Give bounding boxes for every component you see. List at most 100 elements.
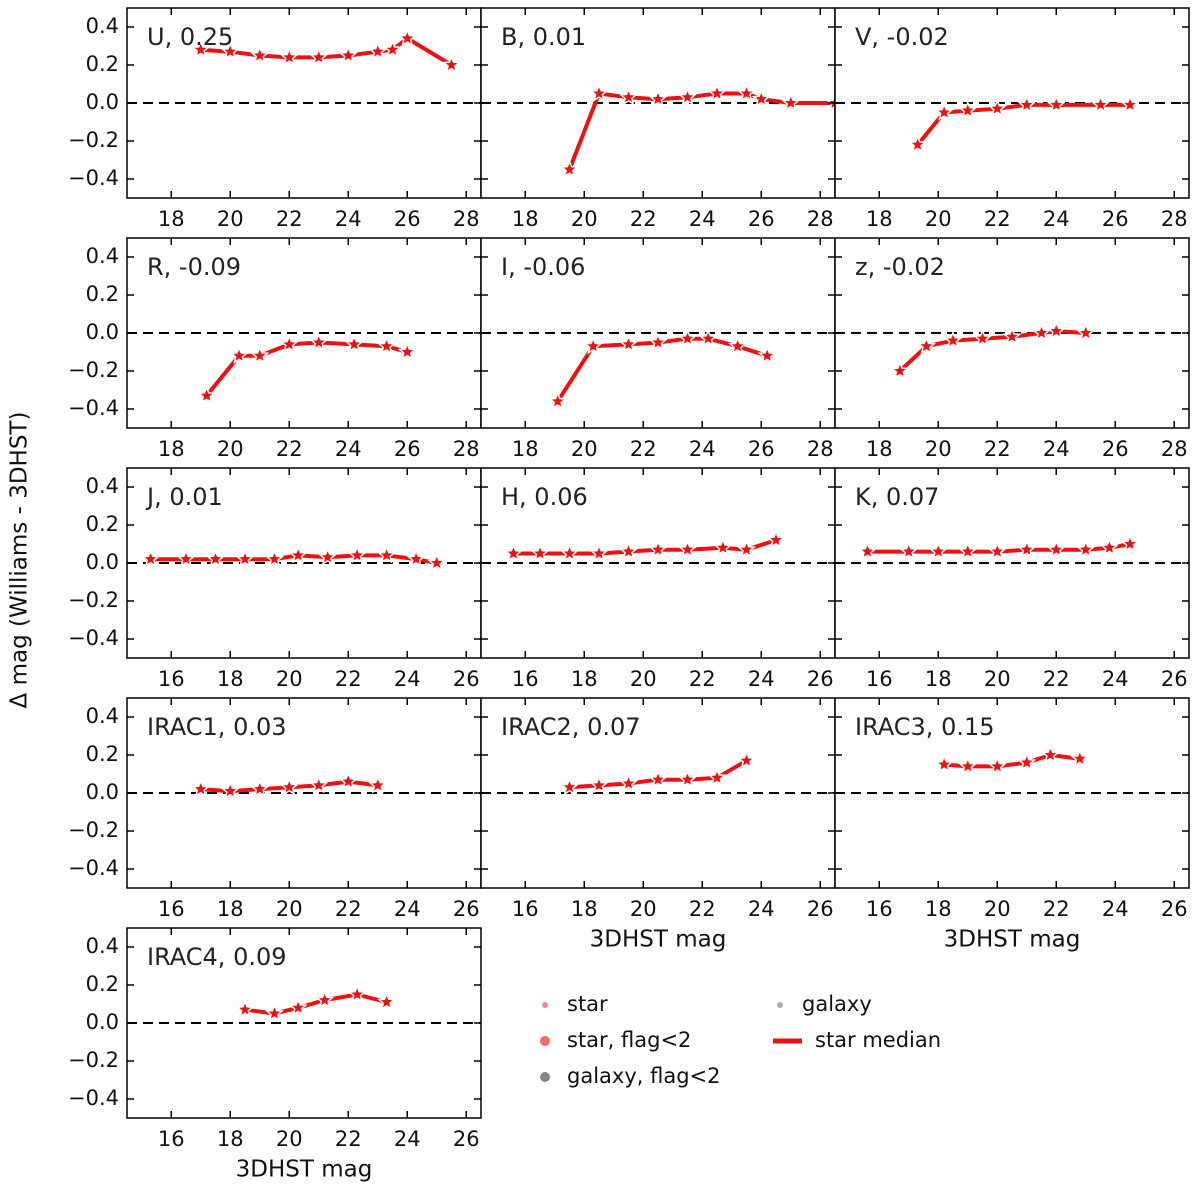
median-star xyxy=(934,102,954,121)
x-tick-label: 22 xyxy=(335,1127,362,1151)
x-tick-label: 24 xyxy=(1102,667,1129,691)
y-tick-label: 0.0 xyxy=(86,1010,119,1034)
x-tick-label: 18 xyxy=(158,207,185,231)
panel-label: B, 0.01 xyxy=(501,23,586,51)
median-star xyxy=(220,41,240,60)
x-tick-label: 20 xyxy=(217,207,244,231)
x-tick-label: 18 xyxy=(571,897,598,921)
median-star xyxy=(1017,94,1037,113)
x-tick-label: 22 xyxy=(1043,897,1070,921)
median-star xyxy=(987,756,1007,775)
y-tick-label: −0.2 xyxy=(68,1048,119,1072)
x-tick-label: 18 xyxy=(217,1127,244,1151)
median-star xyxy=(678,539,697,558)
x-tick-label: 20 xyxy=(630,667,657,691)
y-tick-label: −0.2 xyxy=(68,128,119,152)
legend-label: galaxy, flag<2 xyxy=(567,1064,721,1088)
y-tick-label: 0.0 xyxy=(86,550,119,574)
x-tick-label: 26 xyxy=(453,667,480,691)
panel-label: IRAC2, 0.07 xyxy=(501,713,641,741)
x-tick-label: 18 xyxy=(158,437,185,461)
median-star xyxy=(1046,321,1066,340)
median-star xyxy=(987,98,1007,117)
median-star xyxy=(344,334,364,353)
x-tick-label: 26 xyxy=(748,207,775,231)
median-star xyxy=(648,769,668,788)
median-star xyxy=(338,771,358,790)
median-star xyxy=(427,553,447,572)
median-star xyxy=(265,549,284,568)
median-star xyxy=(318,547,338,566)
median-line xyxy=(513,538,777,556)
legend-label: galaxy xyxy=(802,992,872,1016)
y-tick-label: 0.2 xyxy=(86,742,119,766)
x-tick-label: 28 xyxy=(1161,207,1188,231)
x-tick-label: 26 xyxy=(394,207,421,231)
plot-frame xyxy=(834,697,1190,889)
median-line xyxy=(867,542,1131,554)
median-star xyxy=(309,332,329,351)
x-tick-label: 28 xyxy=(807,207,834,231)
median-star xyxy=(315,990,335,1009)
x-tick-label: 24 xyxy=(394,667,421,691)
panel-label: U, 0.25 xyxy=(147,23,233,51)
median-star xyxy=(530,543,550,562)
x-tick-label: 18 xyxy=(866,437,893,461)
median-star xyxy=(619,541,638,560)
median-star xyxy=(908,134,928,153)
panel-label: IRAC4, 0.09 xyxy=(147,943,287,971)
x-tick-label: 24 xyxy=(748,667,775,691)
median-star xyxy=(560,543,579,562)
median-star xyxy=(406,549,426,568)
x-tick-label: 20 xyxy=(571,437,598,461)
median-star xyxy=(250,779,270,798)
y-axis-label: Δ mag (Williams - 3DHST) xyxy=(7,412,33,709)
median-star xyxy=(368,41,388,60)
median-star xyxy=(347,984,367,1003)
median-star xyxy=(1091,94,1110,113)
median-star xyxy=(1040,745,1060,764)
median-star xyxy=(781,93,801,112)
median-star xyxy=(560,159,579,178)
median-star xyxy=(728,336,748,355)
legend-swatch xyxy=(777,1002,783,1008)
median-star xyxy=(1002,326,1022,345)
median-star xyxy=(288,545,308,564)
median-star xyxy=(890,361,910,380)
x-tick-label: 20 xyxy=(276,667,303,691)
legend-swatch xyxy=(540,1072,550,1082)
median-star xyxy=(288,997,308,1016)
median-star xyxy=(235,999,255,1018)
median-star xyxy=(397,342,417,361)
median-star xyxy=(589,543,609,562)
x-tick-label: 22 xyxy=(630,207,657,231)
legend-swatch xyxy=(540,1036,550,1046)
legend-label: star median xyxy=(815,1028,941,1052)
panel-label: K, 0.07 xyxy=(855,483,939,511)
x-tick-label: 22 xyxy=(630,437,657,461)
x-tick-label: 24 xyxy=(689,207,716,231)
x-tick-label: 22 xyxy=(689,667,716,691)
median-star xyxy=(899,541,919,560)
panel-label: R, -0.09 xyxy=(147,253,241,281)
x-tick-label: 26 xyxy=(453,1127,480,1151)
panel-label: z, -0.02 xyxy=(855,253,945,281)
median-star xyxy=(713,537,733,556)
y-tick-label: −0.4 xyxy=(68,166,119,190)
median-star xyxy=(1099,537,1119,556)
median-star xyxy=(766,530,786,549)
x-tick-label: 20 xyxy=(984,897,1011,921)
median-star xyxy=(916,336,936,355)
x-tick-label: 16 xyxy=(512,667,539,691)
y-tick-label: 0.2 xyxy=(86,52,119,76)
y-tick-label: −0.2 xyxy=(68,358,119,382)
median-star xyxy=(235,549,255,568)
legend-label: star xyxy=(567,992,608,1016)
x-tick-label: 26 xyxy=(394,437,421,461)
y-tick-label: 0.0 xyxy=(86,90,119,114)
x-tick-label: 26 xyxy=(1102,207,1129,231)
x-tick-label: 20 xyxy=(925,437,952,461)
median-star xyxy=(958,756,978,775)
median-star xyxy=(678,87,697,106)
median-star xyxy=(265,1003,284,1022)
